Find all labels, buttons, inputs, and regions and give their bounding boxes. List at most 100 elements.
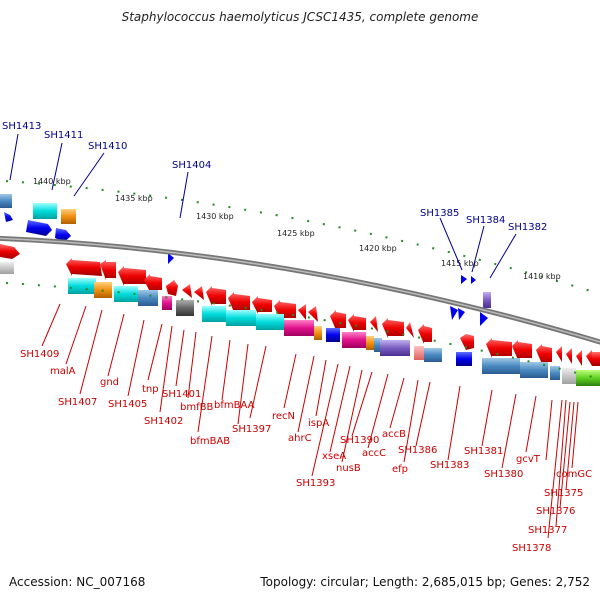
gene-red-e[interactable] bbox=[252, 296, 272, 314]
gene-red-j[interactable] bbox=[348, 314, 366, 332]
label-SH1384: SH1384 bbox=[466, 215, 505, 226]
marker-SH1384[interactable] bbox=[471, 276, 476, 284]
gene-SH1382[interactable] bbox=[483, 292, 491, 308]
label-malA: malA bbox=[50, 366, 76, 377]
label-SH1390: SH1390 bbox=[340, 435, 379, 446]
gene-red-q[interactable] bbox=[512, 340, 532, 360]
gene-SH1402-box[interactable] bbox=[176, 300, 194, 316]
gene-SH1385-arrow[interactable] bbox=[450, 306, 458, 320]
gene-red-k[interactable] bbox=[370, 316, 378, 332]
gene-SH1390-box[interactable] bbox=[380, 340, 410, 356]
gene-comGC-box[interactable] bbox=[562, 368, 576, 384]
label-efp: efp bbox=[392, 464, 408, 475]
gene-red-i[interactable] bbox=[330, 310, 346, 330]
gene-red-o[interactable] bbox=[460, 334, 474, 350]
gene-ispA-box[interactable] bbox=[326, 328, 340, 342]
accession-text: Accession: NC_007168 bbox=[9, 575, 146, 589]
label-SH1381: SH1381 bbox=[464, 446, 503, 457]
gene-left-gray[interactable] bbox=[0, 262, 14, 274]
label-SH1401: SH1401 bbox=[162, 389, 201, 400]
gene-red-p[interactable] bbox=[486, 338, 512, 358]
label-SH1375: SH1375 bbox=[544, 488, 583, 499]
gene-ahrC-box[interactable] bbox=[314, 326, 322, 340]
kbp-scale-labels: 1440 kbp 1435 kbp 1430 kbp 1425 kbp 1420… bbox=[33, 177, 561, 281]
gene-blue-upper-2[interactable] bbox=[55, 228, 71, 242]
label-SH1393: SH1393 bbox=[296, 478, 335, 489]
gene-red-r[interactable] bbox=[536, 344, 552, 364]
marker-SH1404[interactable] bbox=[168, 253, 174, 264]
label-SH1382: SH1382 bbox=[508, 222, 547, 233]
gene-red-b[interactable] bbox=[194, 286, 204, 300]
gene-SH1410[interactable] bbox=[61, 209, 76, 224]
label-SH1380: SH1380 bbox=[484, 469, 523, 480]
label-SH1413: SH1413 bbox=[2, 121, 41, 132]
gene-gnd-arrow[interactable] bbox=[144, 274, 162, 292]
gene-red-n[interactable] bbox=[418, 324, 432, 344]
gene-SH1407-arrow[interactable] bbox=[118, 266, 146, 286]
gene-gcvT-box[interactable] bbox=[550, 366, 560, 380]
map-title: Staphylococcus haemolyticus JCSC1435, co… bbox=[121, 10, 479, 24]
gene-xseA-box[interactable] bbox=[366, 336, 374, 350]
gene-bmfBB-box[interactable] bbox=[202, 306, 226, 322]
gene-SH1393-box[interactable] bbox=[342, 332, 366, 348]
gene-red-d[interactable] bbox=[228, 292, 250, 312]
upper-feature-track bbox=[0, 194, 491, 308]
label-SH1405: SH1405 bbox=[108, 399, 147, 410]
kbp-label-1435: 1435 kbp bbox=[115, 194, 153, 203]
kbp-label-1430: 1430 kbp bbox=[196, 212, 234, 221]
genome-summary-text: Topology: circular; Length: 2,685,015 bp… bbox=[260, 575, 590, 589]
top-gene-labels: SH1413 SH1411 SH1410 SH1404 SH1385 SH138… bbox=[2, 121, 547, 233]
gene-SH1380-box[interactable] bbox=[520, 362, 548, 378]
gene-SH1382-arrow[interactable] bbox=[480, 312, 488, 326]
gene-SH1384-arrow[interactable] bbox=[458, 308, 465, 320]
label-SH1411: SH1411 bbox=[44, 130, 83, 141]
gene-red-w[interactable] bbox=[592, 352, 600, 366]
kbp-label-1425: 1425 kbp bbox=[277, 229, 315, 238]
label-bfmBAA: bfmBAA bbox=[214, 400, 255, 411]
gene-red-t[interactable] bbox=[566, 348, 572, 364]
gene-bfmBAB-box[interactable] bbox=[226, 310, 256, 326]
gene-tnp-arrow[interactable] bbox=[166, 280, 178, 296]
gene-malA-arrow[interactable] bbox=[100, 260, 116, 280]
gene-malA-box[interactable] bbox=[68, 278, 96, 294]
label-SH1378: SH1378 bbox=[512, 543, 551, 554]
gene-bfmBAA-box[interactable] bbox=[256, 314, 284, 330]
gene-red-u[interactable] bbox=[576, 350, 582, 366]
gene-SH1409-arrow[interactable] bbox=[66, 258, 102, 276]
gene-recN-box[interactable] bbox=[284, 320, 314, 336]
gene-red-c[interactable] bbox=[206, 286, 226, 306]
label-ahrC: ahrC bbox=[288, 433, 312, 444]
label-SH1383: SH1383 bbox=[430, 460, 469, 471]
gene-SH1383-box[interactable] bbox=[456, 352, 472, 366]
marker-SH1385[interactable] bbox=[461, 275, 467, 284]
gene-SH1411[interactable] bbox=[33, 203, 57, 219]
gene-red-l[interactable] bbox=[382, 318, 404, 338]
gene-red-a[interactable] bbox=[182, 284, 192, 298]
gene-red-m[interactable] bbox=[406, 322, 414, 338]
label-SH1410: SH1410 bbox=[88, 141, 127, 152]
gene-blue-upper-1[interactable] bbox=[26, 220, 52, 236]
gene-SH1405-box[interactable] bbox=[138, 290, 158, 306]
label-SH1386: SH1386 bbox=[398, 445, 437, 456]
gene-red-v[interactable] bbox=[586, 350, 592, 366]
gene-SH1375-box[interactable] bbox=[576, 370, 600, 386]
label-SH1377: SH1377 bbox=[528, 525, 567, 536]
top-callout-lines bbox=[9, 133, 517, 279]
gene-SH1413[interactable] bbox=[0, 194, 12, 208]
gene-SH1381-box[interactable] bbox=[482, 358, 520, 374]
gene-gnd-box[interactable] bbox=[114, 286, 138, 302]
gene-tnp-box[interactable] bbox=[162, 296, 172, 310]
gene-SH1386-box[interactable] bbox=[424, 348, 442, 362]
gene-nusB-box[interactable] bbox=[374, 338, 382, 352]
gene-red-h[interactable] bbox=[308, 306, 318, 322]
gene-blue-upper-3[interactable] bbox=[4, 212, 13, 222]
label-bfmBAB: bfmBAB bbox=[190, 436, 230, 447]
gene-red-s[interactable] bbox=[556, 346, 562, 362]
gene-left-red[interactable] bbox=[0, 244, 20, 259]
label-accB: accB bbox=[382, 429, 406, 440]
gene-red-g[interactable] bbox=[298, 304, 306, 320]
label-SH1404: SH1404 bbox=[172, 160, 211, 171]
label-comGC: comGC bbox=[556, 469, 592, 480]
gene-efp-box[interactable] bbox=[414, 346, 424, 360]
